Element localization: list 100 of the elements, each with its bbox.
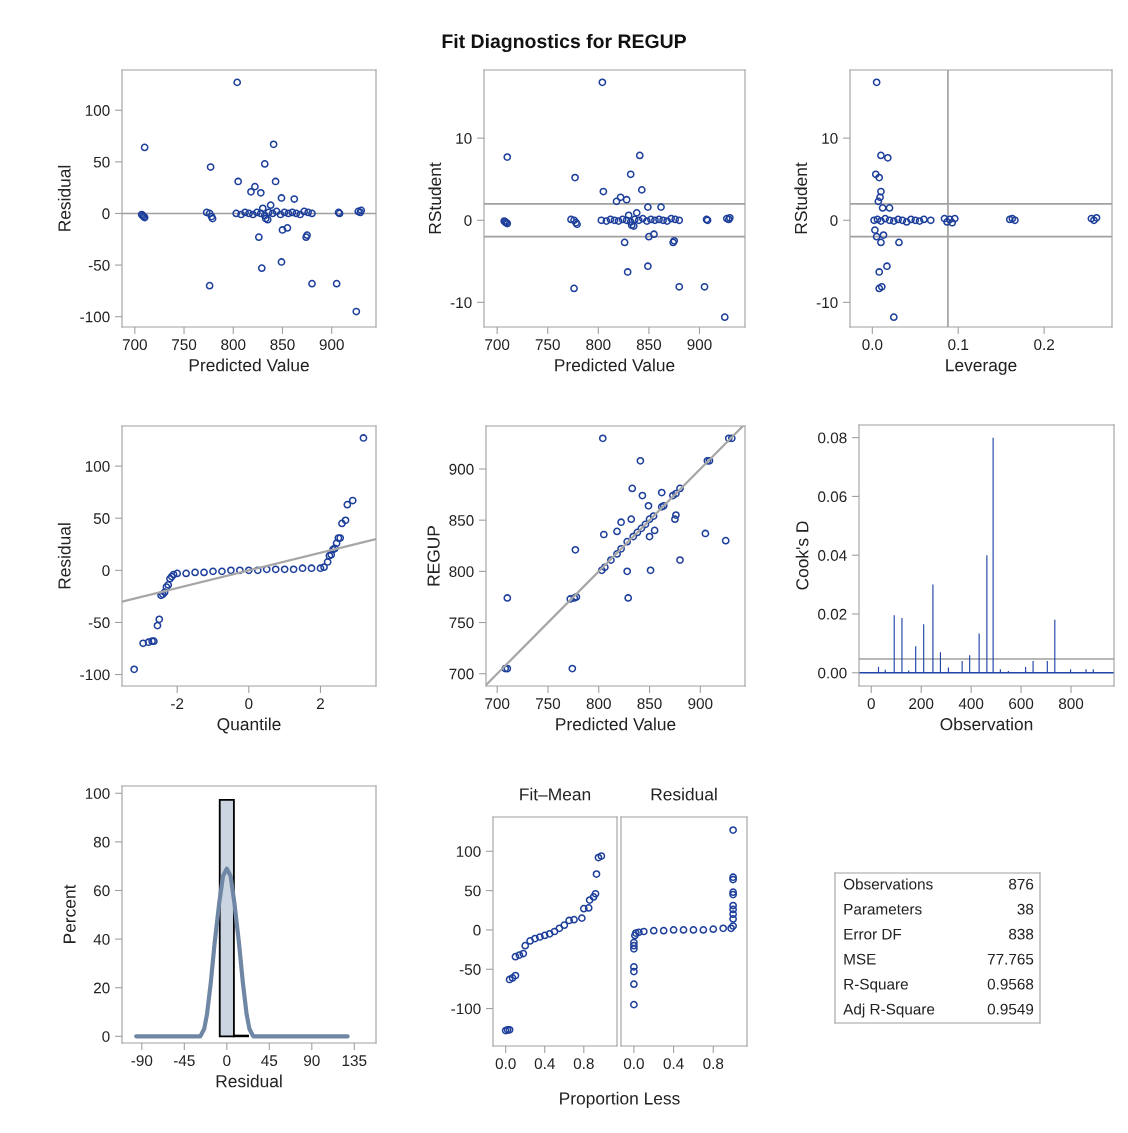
x-tick-label: 700 <box>122 339 147 351</box>
category-label: Observations <box>843 878 933 890</box>
data-label: 0.9549 <box>987 1003 1034 1015</box>
y-tick-label: 0.04 <box>818 550 847 561</box>
category-label: MSE <box>844 953 876 965</box>
x-tick-label: 850 <box>636 339 662 351</box>
x-axis-title: Predicted Value <box>555 358 675 372</box>
y-tick-label: 10 <box>822 133 838 144</box>
x-tick-label: 0.4 <box>534 1058 555 1070</box>
x-tick-label: 0.8 <box>573 1058 594 1070</box>
y-axis-title: Residual <box>57 165 71 231</box>
y-axis-title: Percent <box>63 884 76 943</box>
x-tick-label: 0.0 <box>862 339 883 351</box>
x-tick-label: 0 <box>223 1055 231 1067</box>
y-axis-title: RStudent <box>428 162 442 234</box>
y-tick-label: 50 <box>93 156 110 168</box>
y-axis-title: REGUP <box>427 526 440 586</box>
y-tick-label: 100 <box>85 460 110 472</box>
y-tick-label: 0.08 <box>818 432 847 444</box>
x-tick-label: 0.0 <box>495 1058 516 1070</box>
y-tick-label: 700 <box>449 668 474 680</box>
x-tick-label: 800 <box>586 698 611 710</box>
x-tick-label: 900 <box>688 698 713 710</box>
x-axis-title: Predicted Value <box>189 358 309 372</box>
y-axis-title: RStudent <box>794 162 808 234</box>
data-label: 38 <box>1017 903 1034 915</box>
y-tick-label: -50 <box>88 617 110 629</box>
y-tick-label: 850 <box>449 515 474 526</box>
y-tick-label: 50 <box>93 513 110 524</box>
y-tick-label: 0.00 <box>818 667 847 679</box>
x-tick-label: 2 <box>316 698 324 709</box>
y-tick-label: 100 <box>85 788 110 799</box>
y-tick-label: 20 <box>93 982 110 994</box>
y-tick-label: -50 <box>88 259 110 271</box>
data-label: 0.9568 <box>987 978 1034 990</box>
y-tick-label: 0 <box>102 208 110 220</box>
chart-title: Fit Diagnostics for REGUP <box>442 33 686 53</box>
y-tick-label: -50 <box>459 964 481 975</box>
x-tick-label: 800 <box>221 339 246 351</box>
category-label: Error DF <box>844 928 902 940</box>
x-axis-title: Quantile <box>217 717 281 734</box>
y-tick-label: -10 <box>450 297 472 309</box>
y-tick-label: 60 <box>93 885 110 897</box>
x-axis-title: Observation <box>940 717 1033 731</box>
x-tick-label: 800 <box>586 339 611 351</box>
x-tick-label: 900 <box>319 339 344 351</box>
x-tick-label: 800 <box>1058 698 1084 710</box>
y-axis-title: Cook's D <box>795 521 809 590</box>
y-tick-label: -100 <box>80 669 110 681</box>
data-label: 838 <box>1009 928 1034 940</box>
chart-title: Fit–Mean <box>520 787 591 801</box>
x-tick-label: 0.1 <box>948 339 969 351</box>
x-tick-label: -45 <box>173 1055 195 1067</box>
x-tick-label: 900 <box>687 339 712 351</box>
x-tick-label: 750 <box>536 698 561 710</box>
x-tick-label: 0.0 <box>623 1058 644 1070</box>
data-label: 77.765 <box>987 953 1034 965</box>
y-tick-label: -10 <box>816 297 838 309</box>
x-axis-title: Residual <box>216 1074 282 1088</box>
x-tick-label: 0.8 <box>703 1058 724 1070</box>
y-tick-label: 800 <box>449 566 474 578</box>
x-tick-label: 0 <box>245 698 253 710</box>
x-tick-label: 0 <box>867 698 875 710</box>
y-tick-label: 0.02 <box>818 608 847 620</box>
x-axis-title: Proportion Less <box>560 1091 680 1108</box>
category-label: Parameters <box>844 903 922 915</box>
data-label: 876 <box>1009 878 1034 890</box>
x-tick-label: 700 <box>485 698 510 710</box>
x-tick-label: 90 <box>304 1055 320 1067</box>
category-label: Adj R-Square <box>843 1003 935 1018</box>
x-tick-label: 850 <box>637 698 662 710</box>
y-tick-label: 10 <box>456 133 472 144</box>
x-tick-label: 600 <box>1009 698 1034 710</box>
y-tick-label: 100 <box>85 105 110 116</box>
x-tick-label: 0.4 <box>663 1058 684 1070</box>
y-tick-label: -100 <box>80 311 110 323</box>
y-tick-label: 40 <box>93 933 110 945</box>
x-tick-label: 400 <box>958 698 984 710</box>
y-tick-label: 750 <box>449 617 474 629</box>
x-tick-label: 850 <box>270 339 295 351</box>
x-tick-label: 700 <box>485 339 510 351</box>
x-tick-label: -90 <box>131 1055 153 1067</box>
y-tick-label: 100 <box>456 846 481 857</box>
x-tick-label: 750 <box>535 339 560 351</box>
y-tick-label: -100 <box>451 1003 481 1015</box>
x-axis-title: Leverage <box>946 359 1017 375</box>
x-tick-label: 45 <box>261 1055 278 1067</box>
x-tick-label: 135 <box>342 1055 367 1067</box>
y-tick-label: 0 <box>830 215 838 226</box>
y-tick-label: 50 <box>464 885 481 897</box>
x-tick-label: 0.2 <box>1034 339 1054 351</box>
x-tick-label: -2 <box>171 698 184 709</box>
x-tick-label: 200 <box>909 698 934 710</box>
y-tick-label: 0 <box>102 1031 110 1042</box>
chart-title: Residual <box>651 787 717 801</box>
y-tick-label: 80 <box>93 836 110 848</box>
y-tick-label: 0 <box>464 215 472 226</box>
y-tick-label: 0.06 <box>818 491 847 503</box>
y-tick-label: 0 <box>102 565 110 577</box>
category-label: R-Square <box>844 978 908 993</box>
